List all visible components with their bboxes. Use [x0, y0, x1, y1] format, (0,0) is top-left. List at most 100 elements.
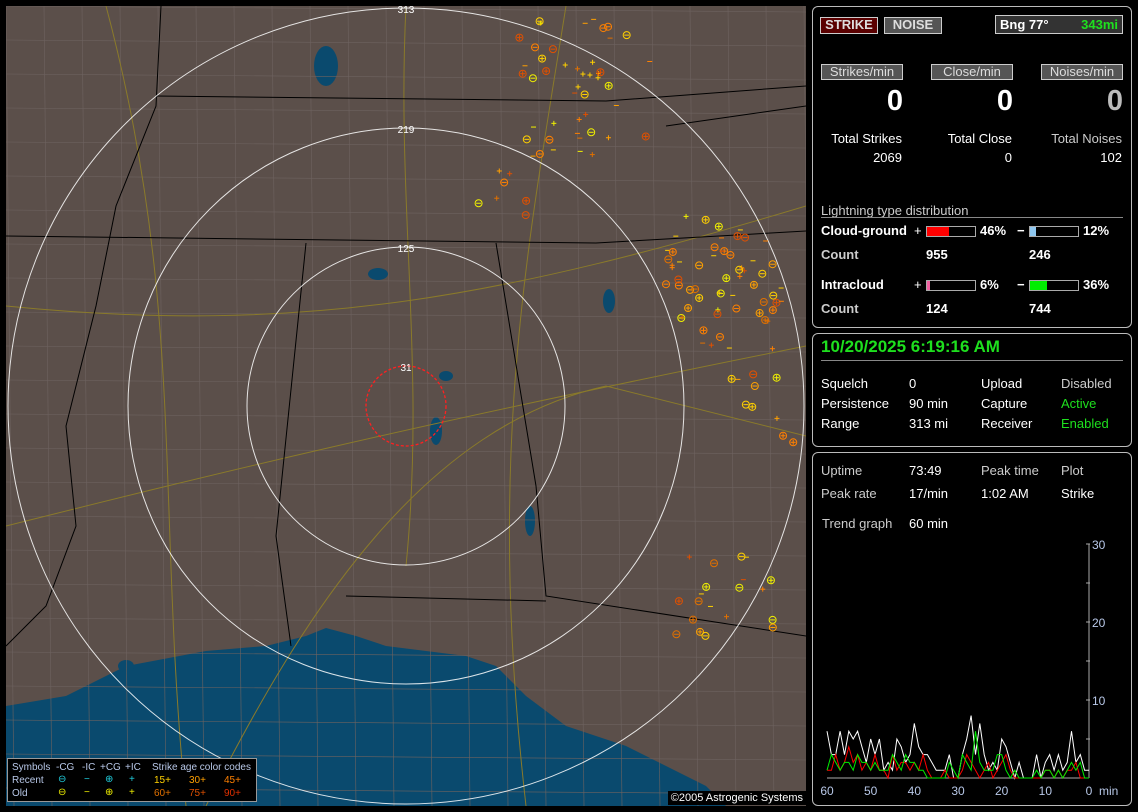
- positive-count: 955: [926, 247, 948, 262]
- x-tick-label: 50: [864, 784, 878, 798]
- age-code: 90+: [224, 788, 241, 799]
- plus-ic-strike-icon: [562, 62, 568, 68]
- plus-ic-strike-icon: [737, 273, 743, 279]
- minus-cg-strike-icon: [545, 135, 554, 144]
- lake: [368, 268, 388, 280]
- y-tick-label: 10: [1092, 694, 1106, 708]
- strikes-per-min-value: 0: [886, 85, 903, 117]
- plus-ic-strike-icon: [769, 346, 775, 352]
- type-label: Intracloud: [821, 277, 884, 292]
- minus-cg-strike-icon: [732, 304, 741, 313]
- minus-sign: −: [1017, 277, 1025, 292]
- road: [205, 385, 806, 806]
- distance: 343mi: [1081, 17, 1118, 32]
- x-tick-label: 0: [1086, 784, 1093, 798]
- legend-col: +IC: [125, 762, 141, 773]
- tab-noise[interactable]: NOISE: [884, 17, 942, 34]
- county-line: [119, 6, 129, 806]
- plus-ic-strike-icon: [739, 265, 745, 271]
- county-line: [309, 6, 319, 806]
- minus-cg-strike-icon: [604, 22, 613, 31]
- plus-ic-strike-icon: [774, 415, 780, 421]
- minus-cg-strike-icon: [474, 199, 483, 208]
- plus-cg-strike-icon: [727, 374, 736, 383]
- plus-ic-strike-icon: [590, 59, 596, 65]
- county-line: [81, 6, 91, 806]
- noises-per-min-value: 0: [1106, 85, 1123, 117]
- county-line: [6, 651, 806, 659]
- plus-ic-strike-icon: [551, 120, 557, 126]
- minus-cg-strike-icon: [662, 280, 671, 289]
- county-line: [6, 209, 806, 217]
- positive-pct: 6%: [980, 277, 999, 292]
- county-line: [461, 6, 471, 806]
- minus-cg-strike-icon: [548, 45, 557, 54]
- county-line: [6, 277, 806, 285]
- plus-ic-strike-icon: [715, 307, 721, 313]
- status-value: Enabled: [1061, 416, 1109, 431]
- strikes-per-min-button[interactable]: Strikes/min: [821, 64, 903, 80]
- plus-ic-old-icon: +: [129, 787, 135, 798]
- close-range-ring: [365, 365, 447, 447]
- plus-cg-strike-icon: [749, 280, 758, 289]
- county-line: [233, 6, 243, 806]
- range-label: 31: [400, 363, 412, 374]
- plus-cg-strike-icon: [766, 576, 775, 585]
- plus-cg-strike-icon: [701, 215, 710, 224]
- divider: [821, 360, 1123, 361]
- trend-value[interactable]: 60 min: [909, 516, 949, 531]
- plus-ic-strike-icon: [765, 318, 771, 324]
- minus-cg-strike-icon: [741, 233, 750, 242]
- status-value: Active: [1061, 396, 1097, 411]
- noises-per-min-button[interactable]: Noises/min: [1041, 64, 1123, 80]
- minus-cg-strike-icon: [768, 623, 777, 632]
- road: [105, 6, 187, 806]
- minus-cg-recent-icon: ⊖: [58, 774, 67, 785]
- county-line: [195, 6, 205, 806]
- trend-series-line: [826, 731, 1089, 780]
- close-per-min-button[interactable]: Close/min: [931, 64, 1013, 80]
- county-line: [6, 685, 806, 693]
- minus-cg-strike-icon: [664, 255, 673, 264]
- range-ring: [246, 246, 566, 566]
- strike-map[interactable]: 313 219 125 31 Symbols -CG -IC +CG +IC Stri…: [6, 6, 806, 806]
- county-line: [6, 379, 806, 387]
- plus-ic-strike-icon: [595, 75, 601, 81]
- close-per-min-value: 0: [996, 85, 1013, 117]
- legend-old-label: Old: [12, 788, 28, 799]
- plus-cg-strike-icon: [684, 304, 693, 313]
- plus-ic-strike-icon: [583, 111, 589, 117]
- status-label: Receiver: [981, 416, 1033, 431]
- status-label: Capture: [981, 396, 1028, 411]
- state-border: [6, 6, 162, 647]
- plus-ic-strike-icon: [580, 71, 586, 77]
- legend-age-label: Strike age color codes: [152, 762, 251, 773]
- plus-cg-strike-icon: [689, 615, 698, 624]
- positive-bar: [926, 226, 976, 237]
- county-line: [6, 753, 806, 761]
- county-line: [537, 6, 547, 806]
- positive-count: 124: [926, 301, 948, 316]
- county-line: [613, 6, 623, 806]
- positive-pct: 46%: [980, 223, 1007, 238]
- minus-cg-strike-icon: [710, 243, 719, 252]
- minus-cg-strike-icon: [750, 382, 759, 391]
- status-panel: 10/20/2025 6:19:16 AM Squelch 0 Upload D…: [812, 333, 1132, 447]
- trend-panel: Uptime 73:49 Peak time Plot Peak rate 17…: [812, 452, 1132, 806]
- tab-strike[interactable]: STRIKE: [820, 17, 878, 34]
- county-line: [6, 617, 806, 625]
- x-tick-label: 30: [951, 784, 965, 798]
- plot-select[interactable]: Strike: [1061, 486, 1095, 501]
- negative-pct: 12%: [1083, 223, 1110, 238]
- minus-cg-old-icon: ⊖: [58, 787, 67, 798]
- road: [508, 6, 567, 806]
- minus-cg-strike-icon: [716, 289, 725, 298]
- state-border: [345, 595, 547, 602]
- plus-ic-strike-icon: [683, 213, 689, 219]
- status-value: 313 mi: [909, 416, 949, 431]
- minus-cg-strike-icon: [768, 260, 777, 269]
- county-line: [6, 39, 806, 47]
- negative-bar: [1029, 280, 1079, 291]
- status-value: Disabled: [1061, 376, 1112, 391]
- county-line: [6, 345, 806, 353]
